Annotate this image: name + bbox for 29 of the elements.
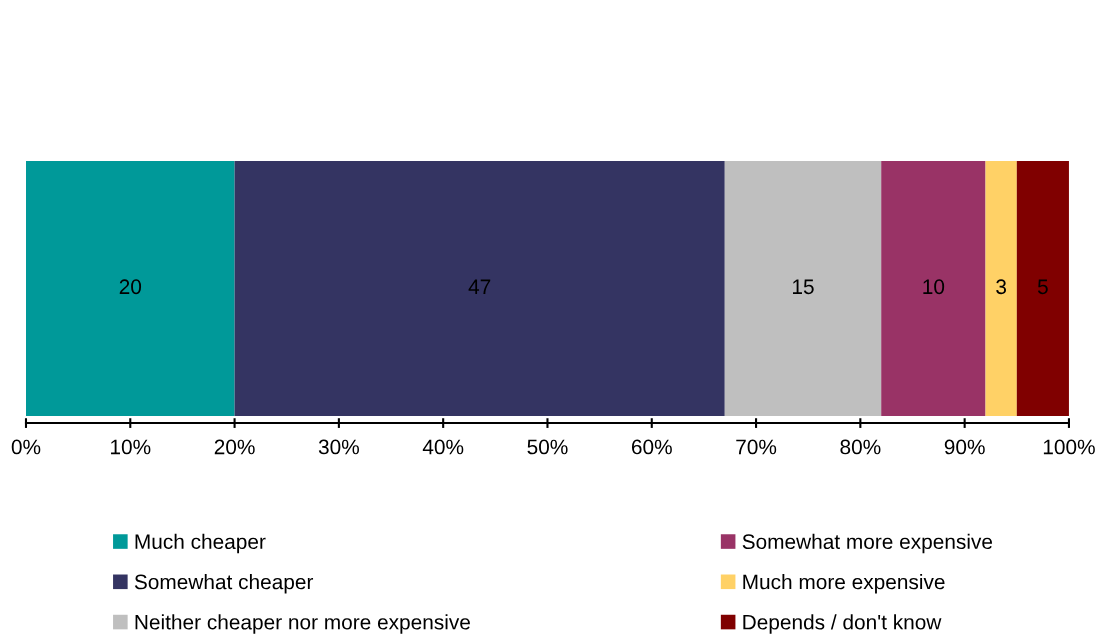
x-tick-label: 80% — [840, 439, 881, 455]
data-label: 47 — [468, 279, 491, 294]
data-label: 15 — [793, 279, 814, 295]
bar — [1016, 161, 1069, 417]
bar — [985, 161, 1017, 417]
x-tick-label: 100% — [1043, 439, 1095, 455]
bar — [724, 161, 882, 417]
x-tick-label: 40% — [422, 439, 464, 455]
legend-label: Depends / don't know — [743, 614, 942, 634]
legend-label: Somewhat more expensive — [742, 533, 993, 554]
data-label: 3 — [996, 279, 1007, 295]
bar — [25, 161, 235, 417]
x-tick-label: 60% — [631, 439, 672, 455]
legend-label: Somewhat cheaper — [134, 573, 314, 594]
x-tick-label: 30% — [318, 439, 359, 455]
x-tick-label: 10% — [111, 439, 151, 455]
x-tick-label: 90% — [944, 439, 985, 455]
x-tick-label: 70% — [736, 439, 777, 455]
x-tick-label: 0% — [11, 439, 41, 455]
bar — [881, 161, 986, 417]
x-tick-label: 20% — [214, 439, 255, 455]
x-tick-label: 50% — [527, 439, 568, 455]
bar — [234, 161, 725, 417]
data-label: 10 — [923, 279, 945, 295]
legend-label: Much cheaper — [135, 533, 266, 554]
data-label: 20 — [119, 279, 142, 295]
data-label: 5 — [1037, 279, 1048, 295]
legend-label: Neither cheaper nor more expensive — [135, 614, 470, 634]
legend-label: Much more expensive — [743, 573, 945, 594]
